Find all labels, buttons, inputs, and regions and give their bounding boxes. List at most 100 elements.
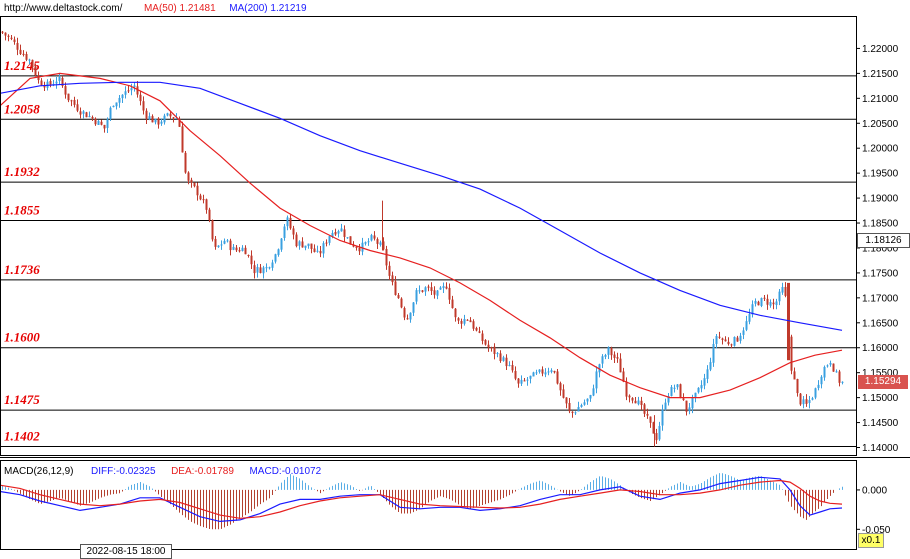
candle-body <box>169 113 172 117</box>
candle-body <box>763 297 766 299</box>
candle-body <box>694 392 697 398</box>
candle-body <box>745 321 748 330</box>
candle-body <box>118 97 121 103</box>
candle-body <box>637 400 640 405</box>
candle-body <box>280 238 283 250</box>
candle-body <box>265 267 268 269</box>
candle-body <box>187 172 190 181</box>
candle-body <box>427 286 430 288</box>
ma50-line <box>0 72 843 399</box>
candle-body <box>196 185 199 196</box>
candle-body <box>154 118 157 123</box>
candle-body <box>112 105 115 108</box>
ma200-label: MA(200) <box>229 3 268 14</box>
candle-body <box>373 235 376 239</box>
candle-body <box>595 371 598 389</box>
candle-body <box>640 400 643 406</box>
candle-body <box>532 372 535 377</box>
level-label: 1.1932 <box>4 164 40 179</box>
price-tick-label: 1.19500 <box>862 169 899 180</box>
candle-body <box>244 247 247 255</box>
candle-body <box>79 111 82 115</box>
ma200-line <box>0 81 843 331</box>
candle-body <box>178 118 181 127</box>
price-tick-label: 1.20000 <box>862 144 899 155</box>
candle-body <box>466 319 469 321</box>
candle-body <box>355 246 358 248</box>
candle-body <box>535 372 538 374</box>
candle-body <box>838 371 841 383</box>
candle-body <box>136 86 139 95</box>
candle-body <box>250 255 253 265</box>
candle-body <box>631 397 634 401</box>
candle-body <box>31 59 34 68</box>
candle-body <box>274 254 277 262</box>
candle-body <box>571 411 574 413</box>
candle-body <box>13 39 16 43</box>
candle-body <box>73 100 76 105</box>
candle-body <box>799 393 802 405</box>
candle-body <box>181 126 184 153</box>
candle-body <box>514 370 517 379</box>
candle-body <box>220 244 223 246</box>
candle-body <box>808 400 811 404</box>
price-tick-label: 1.16500 <box>862 318 899 329</box>
candle-body <box>160 121 163 124</box>
candle-body <box>58 76 61 81</box>
candle-body <box>634 400 637 404</box>
candle-body <box>529 375 532 379</box>
candle-body <box>88 116 91 118</box>
candle-body <box>127 90 130 92</box>
candle-body <box>667 395 670 403</box>
candle-body <box>604 355 607 357</box>
candle-body <box>379 242 382 245</box>
candle-body <box>238 250 241 252</box>
level-label: 1.1402 <box>4 429 40 444</box>
macd-tick-label: 0.000 <box>862 485 887 496</box>
candle-body <box>499 353 502 362</box>
candle-body <box>316 250 319 252</box>
candle-body <box>145 110 148 119</box>
candle-body <box>277 249 280 255</box>
candle-body <box>679 384 682 398</box>
candle-body <box>550 370 553 372</box>
candle-body <box>574 412 577 414</box>
ma200-value: 1.21219 <box>270 3 307 14</box>
chart-header: http://www.deltastock.com/ MA(50) 1.2148… <box>4 3 307 15</box>
candle-body <box>91 116 94 119</box>
source-url[interactable]: http://www.deltastock.com/ <box>4 3 123 14</box>
candle-body <box>484 340 487 345</box>
candle-body <box>724 339 727 342</box>
candle-body <box>25 54 28 60</box>
candle-body <box>619 358 622 373</box>
price-tick-label: 1.22000 <box>862 44 899 55</box>
candle-body <box>385 248 388 266</box>
candle-body <box>334 232 337 235</box>
candle-body <box>697 387 700 393</box>
candle-body <box>253 265 256 274</box>
candle-body <box>106 119 109 128</box>
candle-body <box>493 346 496 355</box>
macd-scale-tag[interactable]: x0.1 <box>858 533 884 548</box>
candle-body <box>358 247 361 252</box>
candle-body <box>712 343 715 363</box>
candle-body <box>490 347 493 349</box>
candle-body <box>343 229 346 237</box>
candle-body <box>115 102 118 107</box>
candle-body <box>670 387 673 397</box>
candle-body <box>661 409 664 426</box>
candle-body <box>682 398 685 401</box>
candle-body <box>616 357 619 359</box>
candle-body <box>319 250 322 254</box>
candle-body <box>394 281 397 295</box>
candle-body <box>292 228 295 235</box>
candle-body <box>646 413 649 416</box>
diff-value: -0.02325 <box>116 466 156 477</box>
candle-body <box>688 407 691 412</box>
candle-body <box>202 199 205 201</box>
candle-body <box>436 290 439 296</box>
macd-dea-line <box>0 479 843 519</box>
candle-body <box>172 117 175 119</box>
candle-body <box>538 369 541 372</box>
